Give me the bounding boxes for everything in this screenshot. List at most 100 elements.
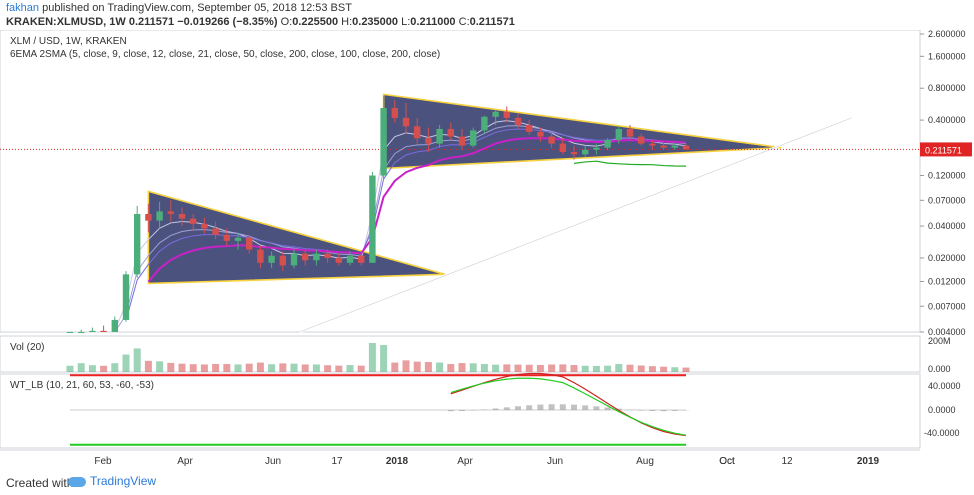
ohlc-low-value: 0.211000: [410, 16, 456, 28]
candle-up: [234, 237, 242, 241]
volume-bar: [178, 363, 186, 372]
candle-down: [458, 136, 466, 146]
volume-bar: [312, 364, 320, 372]
volume-bar: [234, 364, 242, 372]
candle-down: [335, 257, 342, 263]
volume-tick-zero: 0.000: [928, 364, 951, 374]
volume-bar: [268, 364, 276, 372]
price-tick-label: 0.004000: [928, 327, 966, 337]
candle-down: [570, 152, 578, 155]
volume-bar: [447, 364, 455, 372]
candle-down: [391, 108, 398, 118]
candle-down: [279, 255, 286, 266]
ohlc-close-label: C:: [458, 16, 470, 28]
time-tick-label: 2018: [386, 456, 409, 467]
osc-histogram-bar: [537, 404, 544, 410]
volume-bar: [503, 364, 511, 372]
candle-up: [615, 128, 622, 140]
ohlc-close-value: 0.211571: [469, 16, 515, 28]
volume-bar: [290, 363, 298, 372]
chart-svg[interactable]: XLM / USD, 1W, KRAKEN 6EMA 2SMA (5, clos…: [0, 30, 974, 468]
volume-bar: [604, 365, 612, 372]
volume-bar: [480, 363, 488, 372]
candle-down: [201, 223, 208, 229]
time-tick-label: Apr: [457, 456, 473, 467]
ohlc-high-value: 0.235000: [352, 16, 399, 28]
osc-tick-minus40: -40.0000: [924, 428, 960, 438]
price-tick-label: 0.800000: [928, 83, 966, 93]
volume-bar: [111, 363, 119, 372]
volume-bar: [525, 364, 533, 372]
volume-bar: [88, 365, 96, 372]
candle-up: [436, 128, 443, 144]
ema-5-line: [114, 120, 687, 331]
candle-down: [190, 218, 197, 224]
candle-down: [223, 234, 230, 241]
osc-histogram-bar: [571, 404, 577, 410]
volume-bar: [167, 362, 175, 372]
time-tick-label: 12: [781, 456, 793, 467]
candle-down: [503, 111, 510, 118]
candle-down: [246, 237, 253, 250]
volume-tick-max: 200M: [928, 336, 951, 346]
last-price-tag: [920, 142, 972, 157]
oscillator-pane[interactable]: [0, 373, 921, 449]
candle-up: [268, 255, 275, 263]
cloud-icon: [68, 476, 86, 487]
candle-down: [425, 138, 432, 144]
volume-bar: [581, 365, 589, 372]
candle-up: [604, 139, 611, 148]
time-tick-label: Aug: [636, 456, 654, 467]
osc-histogram-bar: [526, 405, 533, 410]
volume-bar: [335, 365, 343, 372]
ohlc-low-label: L:: [401, 16, 411, 28]
candle-down: [402, 117, 410, 127]
candle-down: [526, 124, 533, 132]
candle-down: [145, 213, 152, 221]
publish-text: published on TradingView.com, September …: [42, 2, 352, 14]
volume-bar: [189, 364, 197, 372]
price-pane[interactable]: [0, 30, 921, 333]
volume-bar: [492, 364, 500, 372]
volume-bar: [122, 354, 130, 372]
price-tick-label: 0.120000: [928, 171, 966, 181]
candle-up: [369, 175, 376, 263]
price-tick-label: 0.400000: [928, 115, 966, 125]
candle-down: [682, 145, 690, 150]
volume-bar: [245, 363, 253, 372]
candle-down: [414, 126, 421, 139]
osc-histogram-bar: [459, 410, 465, 411]
volume-bar: [626, 364, 634, 372]
price-tick-label: 0.020000: [928, 253, 966, 263]
publish-info: fakhan published on TradingView.com, Sep…: [6, 2, 352, 14]
volume-bar: [212, 363, 220, 372]
candle-up: [122, 274, 130, 320]
tradingview-logo[interactable]: TradingView: [68, 474, 156, 488]
volume-bar: [133, 348, 141, 372]
indicator-legend: 6EMA 2SMA (5, close, 9, close, 12, close…: [10, 49, 440, 60]
osc-histogram-bar: [582, 405, 589, 410]
time-tick-label: Oct: [719, 456, 735, 467]
candle-down: [302, 253, 309, 261]
volume-bar: [469, 363, 477, 372]
sma-long-line: [573, 160, 687, 167]
author-link[interactable]: fakhan: [6, 2, 40, 14]
last-price-value: 0.211571: [128, 16, 175, 28]
candle-down: [537, 131, 544, 137]
volume-bar: [682, 367, 690, 372]
osc-histogram-bar: [593, 406, 600, 410]
candle-up: [111, 319, 118, 332]
change-value: −0.019266 (−8.35%): [177, 16, 278, 28]
volume-bar: [648, 366, 656, 372]
candle-down: [514, 117, 522, 125]
osc-histogram-bar: [671, 410, 678, 411]
candle-up: [313, 253, 320, 261]
volume-bar: [66, 365, 74, 372]
candle-down: [548, 136, 555, 144]
volume-pane-title: Vol (20): [10, 342, 44, 353]
candle-up: [66, 332, 74, 333]
candle-down: [649, 143, 656, 146]
chart-area[interactable]: XLM / USD, 1W, KRAKEN 6EMA 2SMA (5, clos…: [0, 30, 974, 468]
candle-up: [346, 255, 354, 263]
candle-up: [481, 116, 488, 131]
